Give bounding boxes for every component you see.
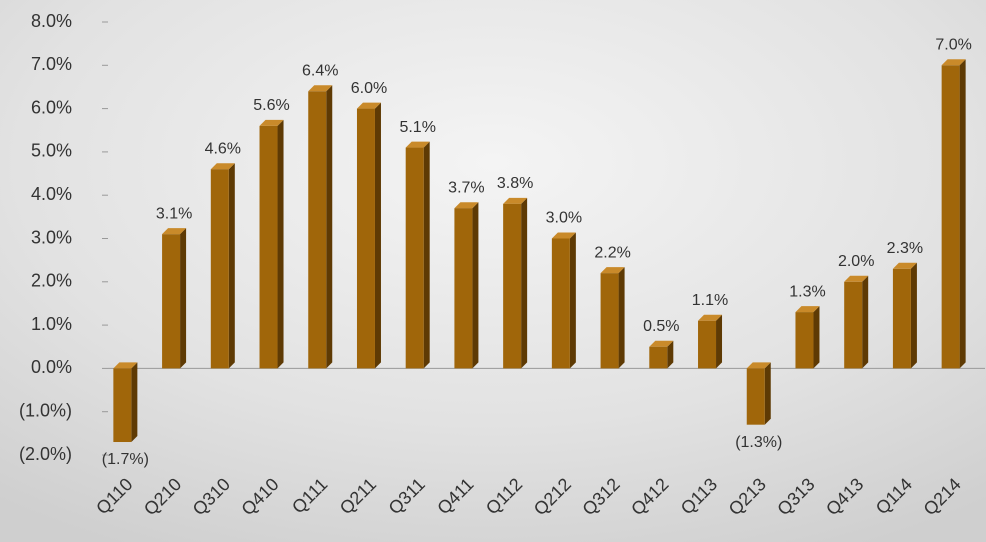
value-label: 3.1% bbox=[156, 205, 192, 222]
value-label: 5.6% bbox=[253, 97, 289, 114]
y-tick-label: 0.0% bbox=[31, 357, 72, 377]
y-tick-label: 5.0% bbox=[31, 141, 72, 161]
bar-side bbox=[472, 202, 479, 369]
bar-top bbox=[162, 228, 187, 235]
bar-top bbox=[698, 314, 723, 321]
bar bbox=[405, 147, 424, 369]
bar-side bbox=[667, 340, 674, 369]
value-label: (1.3%) bbox=[735, 434, 782, 451]
value-label: 2.3% bbox=[887, 240, 923, 257]
bar-top bbox=[503, 197, 528, 204]
bar bbox=[551, 238, 570, 369]
value-label: 5.1% bbox=[399, 119, 435, 136]
bar-side bbox=[716, 314, 723, 369]
bar-side bbox=[423, 141, 430, 369]
bar-side bbox=[959, 59, 966, 369]
bar bbox=[259, 125, 278, 369]
y-tick-label: 1.0% bbox=[31, 314, 72, 334]
value-label: 2.2% bbox=[594, 244, 630, 261]
bar-side bbox=[618, 267, 625, 369]
bar-top bbox=[259, 119, 284, 126]
bar bbox=[795, 312, 814, 369]
bar bbox=[113, 368, 132, 443]
y-tick-label: 6.0% bbox=[31, 97, 72, 117]
bar bbox=[746, 368, 765, 425]
bar-top bbox=[649, 340, 674, 347]
bar bbox=[162, 234, 181, 369]
value-label: 6.0% bbox=[351, 80, 387, 97]
bar-top bbox=[892, 262, 917, 269]
bar-side bbox=[131, 362, 138, 443]
bar-top bbox=[113, 362, 138, 369]
bar-top bbox=[941, 59, 966, 66]
value-label: 7.0% bbox=[935, 37, 971, 54]
bar bbox=[698, 320, 717, 369]
bar-top bbox=[844, 275, 869, 282]
bar-side bbox=[228, 163, 235, 369]
bar-side bbox=[764, 362, 771, 425]
y-tick-label: 2.0% bbox=[31, 271, 72, 291]
bar-side bbox=[180, 228, 187, 369]
bar-top bbox=[308, 85, 333, 92]
bar bbox=[600, 273, 619, 369]
bar bbox=[892, 268, 911, 369]
value-label: (1.7%) bbox=[102, 451, 149, 468]
y-tick-label: (1.0%) bbox=[19, 400, 72, 420]
value-label: 1.3% bbox=[789, 283, 825, 300]
bar-top bbox=[210, 163, 235, 170]
bar-top bbox=[454, 202, 479, 209]
bar-side bbox=[910, 262, 917, 369]
bar bbox=[941, 65, 960, 369]
value-label: 2.0% bbox=[838, 253, 874, 270]
bar-top bbox=[356, 102, 381, 109]
bar-side bbox=[326, 85, 333, 369]
bar-side bbox=[374, 102, 381, 369]
bar-side bbox=[277, 119, 284, 369]
bar-top bbox=[551, 232, 576, 239]
value-label: 0.5% bbox=[643, 318, 679, 335]
value-label: 4.6% bbox=[205, 140, 241, 157]
bar bbox=[454, 208, 473, 369]
y-tick-label: 7.0% bbox=[31, 54, 72, 74]
bar-top bbox=[746, 362, 771, 369]
bar-side bbox=[521, 197, 528, 369]
bar-side bbox=[862, 275, 869, 369]
bar bbox=[356, 108, 375, 369]
bar bbox=[649, 346, 668, 369]
bar bbox=[210, 169, 229, 369]
bar bbox=[503, 203, 522, 369]
bar-side bbox=[569, 232, 576, 369]
value-label: 6.4% bbox=[302, 62, 338, 79]
value-label: 1.1% bbox=[692, 292, 728, 309]
bar-top bbox=[795, 306, 820, 313]
y-tick-label: 8.0% bbox=[31, 11, 72, 31]
bar-top bbox=[600, 267, 625, 274]
y-tick-label: 3.0% bbox=[31, 227, 72, 247]
y-tick-label: 4.0% bbox=[31, 184, 72, 204]
value-label: 3.0% bbox=[546, 210, 582, 227]
value-label: 3.7% bbox=[448, 179, 484, 196]
bar-side bbox=[813, 306, 820, 369]
y-tick-label: (2.0%) bbox=[19, 444, 72, 464]
value-label: 3.8% bbox=[497, 175, 533, 192]
bar bbox=[844, 281, 863, 369]
bar bbox=[308, 91, 327, 369]
bar-top bbox=[405, 141, 430, 148]
